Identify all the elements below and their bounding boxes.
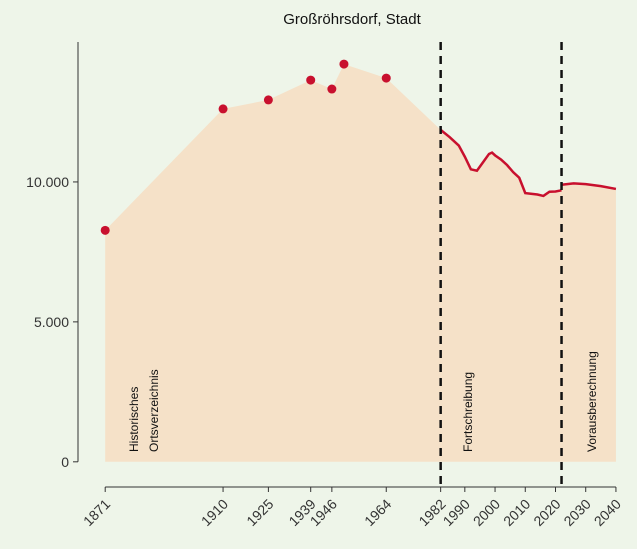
y-tick-label: 0 — [61, 454, 69, 470]
period-label: Fortschreibung — [461, 372, 475, 452]
x-tick-label: 1925 — [243, 496, 276, 529]
data-point — [327, 84, 337, 94]
data-point — [218, 104, 228, 114]
data-point — [339, 59, 349, 69]
series-line — [439, 128, 562, 198]
chart-title: Großröhrsdorf, Stadt — [283, 11, 421, 28]
data-point — [263, 95, 273, 105]
x-tick-label: 2020 — [530, 496, 563, 529]
x-tick-label: 1871 — [80, 496, 113, 529]
x-tick-label: 1910 — [198, 496, 231, 529]
period-label: Historisches — [127, 387, 141, 452]
x-tick-label: 1990 — [440, 496, 473, 529]
x-tick-label: 2030 — [560, 496, 593, 529]
period-label: Vorausberechnung — [585, 351, 599, 452]
y-tick-label: 10.000 — [26, 174, 69, 190]
x-tick-label: 2000 — [470, 496, 503, 529]
data-point — [381, 73, 391, 83]
area — [105, 64, 616, 462]
y-tick-label: 5.000 — [34, 314, 69, 330]
x-tick-label: 2010 — [500, 496, 533, 529]
x-tick-label: 1964 — [361, 496, 394, 529]
x-tick-label: 2040 — [591, 496, 624, 529]
data-point — [100, 225, 110, 235]
period-label: Ortsverzeichnis — [147, 369, 161, 452]
data-point — [306, 75, 316, 85]
series-line — [561, 182, 617, 191]
